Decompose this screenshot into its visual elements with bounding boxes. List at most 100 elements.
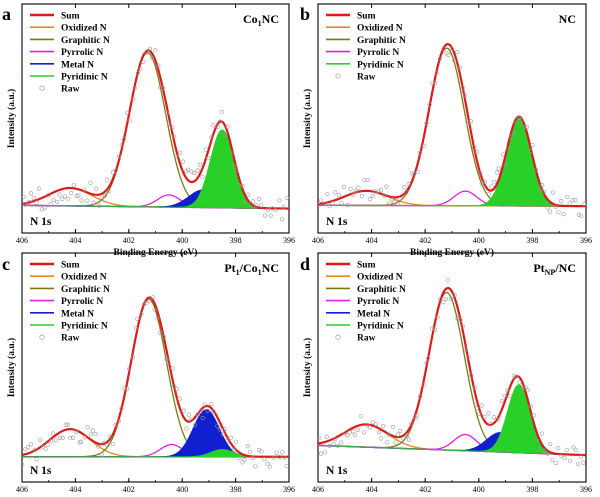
raw-point: [231, 447, 236, 453]
raw-point: [559, 198, 564, 204]
plot-area: [22, 46, 289, 222]
raw-point: [530, 143, 535, 148]
raw-point: [468, 119, 474, 124]
raw-point: [378, 436, 384, 441]
raw-point: [228, 435, 233, 440]
x-tick-label: 400: [473, 485, 485, 494]
raw-point: [528, 404, 533, 409]
raw-point: [218, 427, 223, 432]
raw-point: [233, 439, 238, 444]
raw-point: [247, 449, 253, 454]
raw-point: [32, 447, 37, 452]
raw-point: [246, 192, 251, 197]
raw-point: [409, 171, 415, 176]
raw-point: [499, 399, 504, 404]
raw-point: [318, 436, 322, 441]
raw-point: [125, 110, 130, 115]
raw-point: [181, 408, 186, 413]
legend-item-sum: Sum: [30, 12, 80, 22]
raw-point: [432, 327, 438, 332]
legend-item-pyrrolic-n: Pyrrolic N: [326, 48, 399, 58]
raw-point: [74, 193, 79, 199]
raw-point: [327, 204, 332, 209]
x-tick-label: 398: [526, 236, 538, 245]
raw-point: [384, 184, 389, 189]
raw-point: [60, 435, 65, 441]
raw-point: [68, 436, 73, 441]
raw-point: [486, 191, 492, 197]
raw-point: [240, 183, 245, 188]
raw-point: [325, 191, 330, 197]
raw-point: [571, 445, 576, 450]
raw-point: [259, 203, 264, 208]
raw-point: [211, 409, 216, 414]
raw-point: [345, 433, 350, 438]
raw-point: [567, 458, 573, 463]
raw-point: [93, 431, 98, 437]
legend-label: Graphitic N: [357, 285, 406, 295]
raw-point: [107, 189, 112, 194]
legend-label: Raw: [357, 73, 376, 83]
component-pyridinic-n-fill: [318, 116, 586, 207]
raw-point: [540, 183, 545, 188]
raw-point: [472, 145, 477, 150]
legend-label: Pyridinic N: [357, 60, 404, 70]
raw-point: [68, 190, 74, 196]
raw-point: [534, 167, 539, 172]
raw-point: [573, 198, 578, 203]
raw-point: [139, 312, 144, 317]
x-tick-label: 396: [580, 236, 592, 245]
raw-point: [85, 425, 90, 430]
raw-point: [198, 409, 203, 414]
legend-swatch-raw: [335, 334, 341, 340]
legend-swatch-raw: [39, 334, 45, 340]
raw-point: [505, 388, 510, 393]
legend-label: Oxidized N: [61, 24, 107, 34]
raw-point: [250, 199, 255, 204]
raw-point: [234, 168, 239, 173]
raw-point: [166, 359, 171, 365]
raw-point: [158, 85, 163, 90]
raw-point: [174, 387, 179, 392]
raw-point: [215, 424, 220, 429]
raw-point: [203, 147, 208, 152]
raw-point: [91, 200, 96, 205]
raw-point: [525, 387, 530, 393]
raw-point: [576, 212, 581, 217]
raw-point: [397, 196, 402, 202]
raw-point: [62, 194, 68, 199]
legend-label: Metal N: [357, 309, 390, 319]
raw-point: [170, 125, 175, 130]
raw-point: [88, 432, 94, 437]
raw-point: [177, 396, 182, 401]
raw-point: [441, 300, 446, 305]
raw-point: [562, 455, 567, 461]
raw-point: [206, 156, 211, 161]
raw-point: [88, 180, 93, 185]
legend-item-pyridinic-n: Pyridinic N: [30, 322, 108, 332]
x-tick-label: 404: [69, 236, 81, 245]
legend-label: Pyrrolic N: [61, 48, 103, 58]
raw-point: [141, 301, 146, 307]
legend-item-sum: Sum: [326, 12, 376, 22]
raw-point: [318, 203, 321, 208]
raw-point: [94, 186, 99, 191]
raw-point: [42, 205, 47, 210]
x-tick-label: 400: [176, 485, 188, 494]
raw-point: [393, 440, 398, 445]
raw-point: [25, 444, 31, 450]
legend-item-pyrrolic-n: Pyrrolic N: [30, 297, 103, 307]
raw-point: [496, 166, 501, 171]
raw-point: [474, 149, 480, 155]
raw-point: [513, 374, 518, 380]
raw-point: [156, 63, 161, 68]
raw-point: [545, 205, 550, 210]
raw-point: [116, 418, 122, 423]
raw-point: [427, 102, 432, 107]
x-tick-label: 402: [123, 485, 135, 494]
x-tick-label: 404: [69, 485, 81, 494]
raw-point: [153, 48, 158, 53]
legend-item-metal-n: Metal N: [326, 309, 390, 319]
component-pyridinic-n-fill: [22, 129, 289, 209]
raw-point: [491, 415, 497, 420]
